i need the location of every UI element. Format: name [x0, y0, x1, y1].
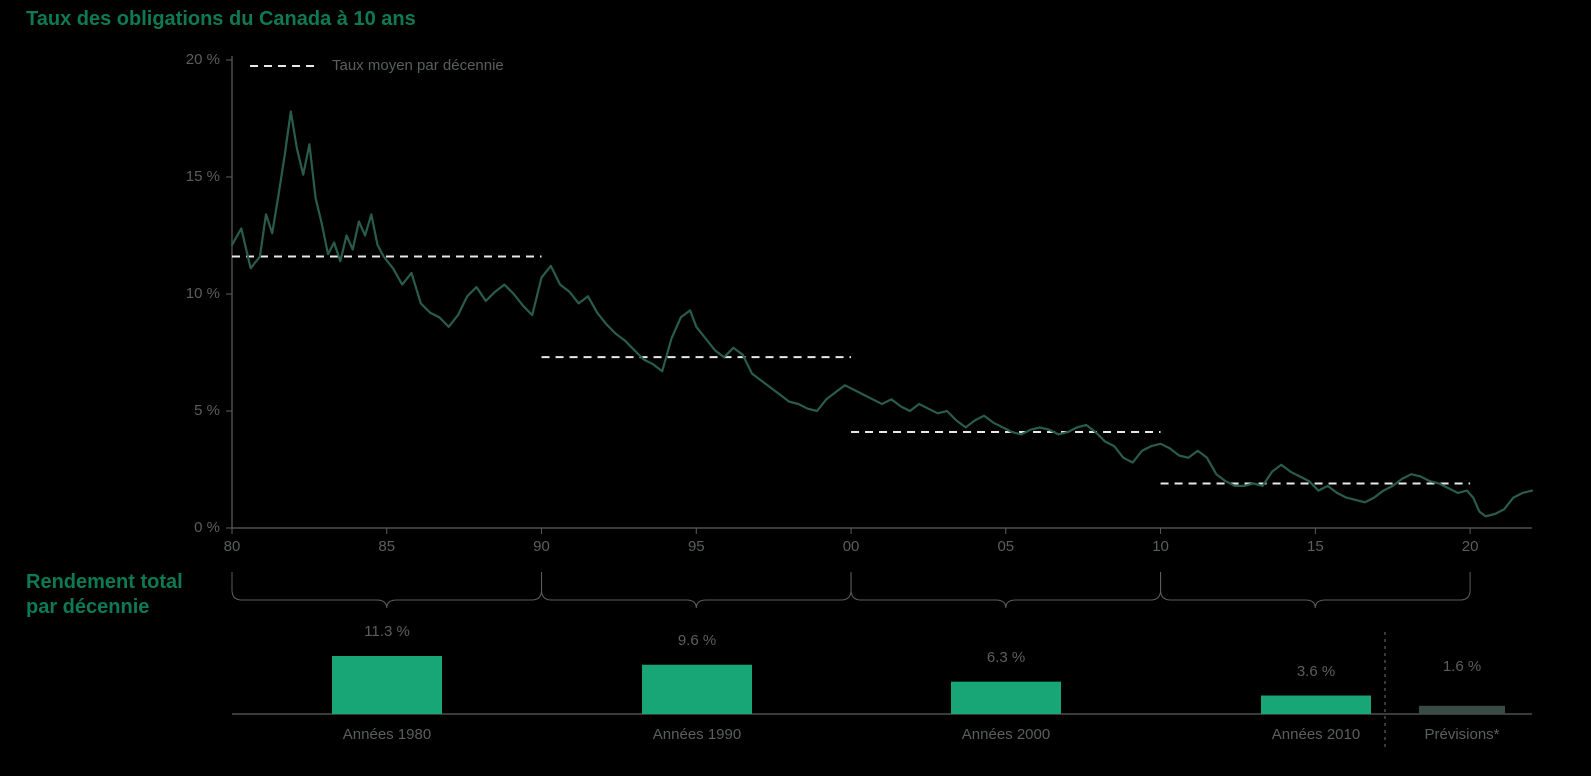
return-bar — [951, 682, 1061, 714]
yield-line — [232, 112, 1532, 517]
x-tick-label: 15 — [1295, 538, 1335, 555]
return-bar — [1261, 696, 1371, 714]
x-tick-label: 05 — [986, 538, 1026, 555]
return-bar-forecast — [1419, 706, 1505, 714]
bar-category-label: Années 1980 — [297, 726, 477, 743]
decade-bracket — [851, 572, 1161, 608]
chart-title-bottom: Rendement total par décennie — [26, 570, 183, 620]
y-tick-label: 20 % — [160, 51, 220, 68]
x-tick-label: 20 — [1450, 538, 1490, 555]
decade-bracket — [542, 572, 852, 608]
bar-category-label: Années 2000 — [916, 726, 1096, 743]
y-tick-label: 0 % — [160, 519, 220, 536]
return-bar — [642, 665, 752, 714]
bar-category-label: Années 1990 — [607, 726, 787, 743]
return-bar — [332, 656, 442, 714]
x-tick-label: 00 — [831, 538, 871, 555]
legend-label: Taux moyen par décennie — [332, 57, 504, 74]
y-tick-label: 15 % — [160, 168, 220, 185]
x-tick-label: 80 — [212, 538, 252, 555]
x-tick-label: 95 — [676, 538, 716, 555]
y-tick-label: 10 % — [160, 285, 220, 302]
y-tick-label: 5 % — [160, 402, 220, 419]
x-tick-label: 85 — [367, 538, 407, 555]
x-tick-label: 10 — [1141, 538, 1181, 555]
bar-value-label: 11.3 % — [327, 624, 447, 639]
bar-category-label: Prévisions* — [1372, 726, 1552, 743]
x-tick-label: 90 — [522, 538, 562, 555]
decade-bracket — [1161, 572, 1471, 608]
decade-bracket — [232, 572, 542, 608]
bar-value-label: 3.6 % — [1256, 664, 1376, 679]
bar-value-label: 6.3 % — [946, 650, 1066, 665]
bar-value-label: 9.6 % — [637, 633, 757, 648]
bar-value-label: 1.6 % — [1402, 658, 1522, 676]
chart-title-top: Taux des obligations du Canada à 10 ans — [26, 8, 416, 31]
